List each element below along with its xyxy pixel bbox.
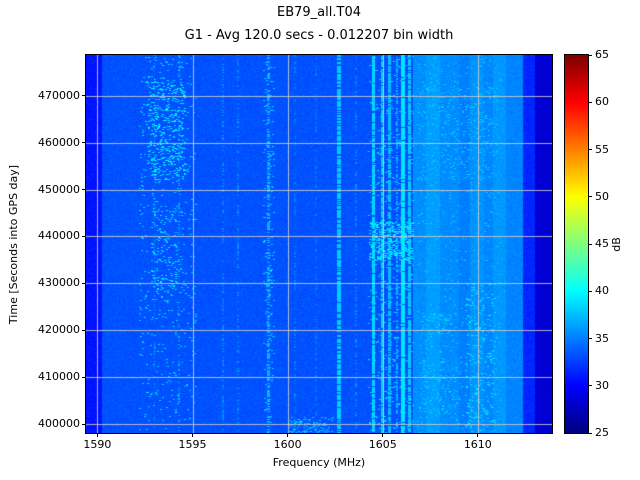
- y-tick-label: 440000: [38, 229, 80, 243]
- colorbar-tick-label: 65: [595, 48, 609, 61]
- y-tick-mark: [82, 189, 86, 191]
- colorbar-tick-mark: [588, 149, 592, 150]
- colorbar-tick-label: 45: [595, 237, 609, 250]
- colorbar-tick-mark: [588, 432, 592, 434]
- y-tick-label: 460000: [38, 135, 80, 149]
- colorbar-label-box: dB: [606, 55, 626, 433]
- y-tick-mark: [82, 282, 86, 284]
- y-tick-label: 430000: [38, 276, 80, 290]
- x-tick-mark: [477, 433, 479, 437]
- colorbar-tick-label: 55: [595, 142, 609, 156]
- colorbar-tick-mark: [588, 54, 592, 56]
- colorbar-tick-mark: [588, 101, 592, 103]
- y-tick-mark: [82, 376, 86, 378]
- x-tick-mark: [287, 433, 289, 437]
- heatmap-canvas: [86, 55, 552, 433]
- y-tick-mark: [82, 95, 86, 97]
- x-tick-mark: [96, 433, 98, 437]
- colorbar-tick-mark: [588, 196, 592, 198]
- colorbar-tick-mark: [588, 243, 592, 245]
- x-tick-label: 1605: [368, 438, 397, 451]
- x-tick-mark: [192, 433, 193, 437]
- y-tick-label: 420000: [38, 323, 80, 337]
- y-tick-label: 470000: [38, 88, 80, 102]
- figure-title: EB79_all.T04: [277, 5, 361, 20]
- x-axis-label: Frequency (MHz): [272, 456, 366, 469]
- colorbar-label: dB: [609, 236, 623, 252]
- colorbar-tick-mark: [588, 385, 592, 387]
- y-tick-label: 400000: [38, 417, 80, 431]
- y-tick-mark: [82, 142, 86, 144]
- x-tick-label: 1595: [178, 438, 207, 451]
- x-tick-label: 1590: [83, 438, 112, 451]
- colorbar-canvas: [565, 55, 588, 433]
- y-tick-mark: [82, 329, 86, 331]
- y-tick-mark: [82, 423, 86, 425]
- axes-title: G1 - Avg 120.0 secs - 0.012207 bin width: [184, 28, 454, 43]
- colorbar-tick-label: 35: [595, 331, 609, 345]
- y-tick-label: 450000: [38, 182, 80, 196]
- x-tick-mark: [382, 433, 384, 437]
- x-tick-label: 1600: [273, 438, 302, 451]
- colorbar-tick-label: 60: [595, 95, 609, 109]
- colorbar-tick-label: 40: [595, 284, 609, 298]
- colorbar-tick-mark: [588, 290, 592, 292]
- colorbar-tick-mark: [588, 338, 592, 339]
- x-tick-label: 1610: [463, 438, 492, 451]
- colorbar-tick-label: 30: [595, 378, 609, 392]
- y-tick-mark: [82, 235, 86, 237]
- colorbar-tick-label: 50: [595, 189, 609, 203]
- y-tick-label: 410000: [38, 370, 80, 384]
- colorbar-tick-label: 25: [595, 426, 609, 439]
